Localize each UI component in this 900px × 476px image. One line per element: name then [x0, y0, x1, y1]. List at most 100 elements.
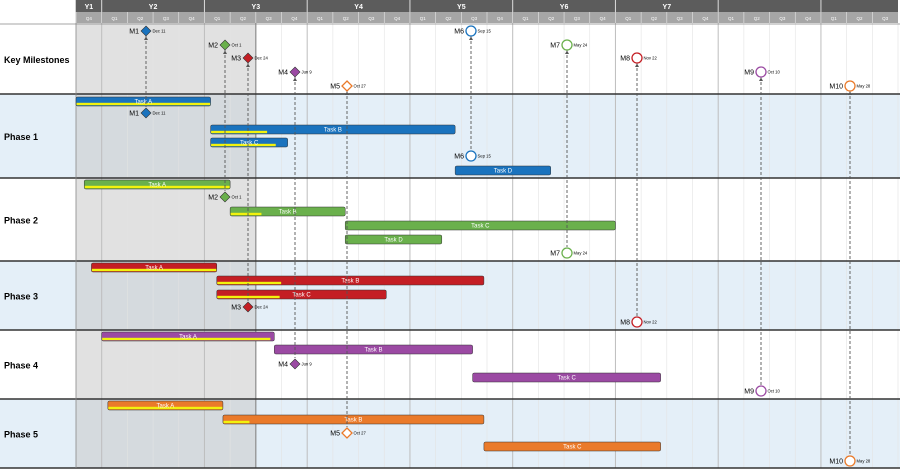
milestone-diamond-icon[interactable]	[289, 358, 301, 370]
milestone-id: M3	[231, 305, 241, 312]
milestone-m10[interactable]: M10 May 28	[829, 80, 871, 92]
task-label: Task C	[292, 292, 311, 298]
milestone-m2[interactable]: M2 Oct 1	[208, 39, 242, 51]
milestone-circle-icon[interactable]	[844, 80, 856, 92]
task-bar[interactable]: Task C	[210, 137, 288, 148]
task-bar[interactable]: Task A	[107, 400, 224, 411]
milestone-m4[interactable]: M4 Jun 9	[278, 358, 312, 370]
task-progress	[108, 406, 223, 410]
milestone-m10[interactable]: M10 May 28	[829, 455, 871, 467]
milestone-m7[interactable]: M7 May 24	[550, 247, 588, 259]
milestone-diamond-icon[interactable]	[219, 191, 231, 203]
task-bar-fill[interactable]	[472, 372, 661, 383]
year-label: Y5	[457, 4, 466, 11]
milestone-m1[interactable]: M1 Dec 11	[129, 107, 166, 119]
milestone-diamond-icon[interactable]	[219, 39, 231, 51]
task-bar[interactable]: Task C	[344, 220, 616, 231]
task-bar-fill[interactable]	[216, 275, 485, 286]
task-bar[interactable]: Task D	[454, 165, 551, 176]
milestone-circle-icon[interactable]	[465, 150, 477, 162]
task-bar[interactable]: Task B	[274, 344, 473, 355]
milestone-diamond-icon[interactable]	[140, 25, 152, 37]
task-bar[interactable]: Task B	[210, 124, 456, 135]
task-label: Task D	[494, 168, 513, 174]
task-bar[interactable]: Task C	[483, 441, 661, 452]
task-bar[interactable]: Task A	[83, 179, 231, 190]
milestone-m9[interactable]: M9 Oct 10	[744, 66, 781, 78]
milestone-diamond-icon[interactable]	[341, 427, 353, 439]
task-bar[interactable]: Task A	[91, 262, 218, 273]
task-bar[interactable]: Task B	[216, 275, 485, 286]
milestone-date: May 24	[574, 251, 588, 256]
task-bar-fill[interactable]	[483, 441, 661, 452]
task-label: Task C	[557, 375, 576, 381]
quarter-label: Q4	[291, 16, 298, 21]
milestone-m3[interactable]: M3 Dec 24	[231, 52, 268, 64]
milestone-diamond-icon[interactable]	[341, 80, 353, 92]
milestone-diamond-icon[interactable]	[242, 52, 254, 64]
milestone-diamond-icon[interactable]	[242, 301, 254, 313]
quarter-label: Q3	[471, 16, 478, 21]
milestone-m7[interactable]: M7 May 24	[550, 39, 588, 51]
milestone-id: M5	[330, 84, 340, 91]
milestone-m8[interactable]: M8 Nov 22	[620, 316, 657, 328]
task-bar-fill[interactable]	[344, 234, 443, 245]
milestone-m6[interactable]: M6 Sep 15	[454, 25, 491, 37]
task-bar[interactable]: Task D	[344, 234, 443, 245]
milestone-m2[interactable]: M2 Oct 1	[208, 191, 243, 203]
milestone-id: M10	[829, 459, 843, 466]
task-bar-fill[interactable]	[454, 165, 551, 176]
task-bar[interactable]: Task C	[472, 372, 661, 383]
task-bar-fill[interactable]	[344, 220, 616, 231]
milestone-diamond-icon[interactable]	[140, 107, 152, 119]
task-bar[interactable]: Task B	[222, 414, 485, 425]
task-bar[interactable]: Task C	[216, 289, 387, 300]
quarter-label: Q3	[882, 16, 889, 21]
milestone-circle-icon[interactable]	[755, 66, 767, 78]
milestone-circle-icon[interactable]	[631, 316, 643, 328]
milestone-m9[interactable]: M9 Oct 10	[744, 385, 781, 397]
milestone-id: M7	[550, 43, 560, 50]
task-bar[interactable]: Task A	[75, 96, 211, 107]
quarter-label: Q4	[805, 16, 812, 21]
quarter-label: Q2	[240, 16, 247, 21]
task-label: Task B	[344, 417, 362, 423]
milestone-m5[interactable]: M5 Oct 27	[330, 80, 367, 92]
milestone-date: Jun 9	[302, 70, 313, 75]
milestone-date: Oct 10	[768, 389, 781, 394]
quarter-label: Q1	[112, 16, 119, 21]
task-label: Task A	[145, 265, 163, 271]
milestone-circle-icon[interactable]	[844, 455, 856, 467]
quarter-label: Q4	[86, 16, 93, 21]
quarter-label: Q3	[368, 16, 375, 21]
milestone-circle-icon[interactable]	[755, 385, 767, 397]
row-label: Key Milestones	[4, 55, 70, 65]
milestone-m3[interactable]: M3 Dec 24	[231, 301, 269, 313]
milestone-circle-icon[interactable]	[561, 39, 573, 51]
milestone-m8[interactable]: M8 Nov 22	[620, 52, 657, 64]
milestone-date: Oct 27	[354, 84, 367, 89]
milestone-m5[interactable]: M5 Oct 27	[330, 427, 367, 439]
task-bar-fill[interactable]	[274, 344, 473, 355]
milestone-id: M4	[278, 70, 288, 77]
quarter-label: Q1	[420, 16, 427, 21]
task-label: Task D	[384, 237, 403, 243]
milestone-diamond-icon[interactable]	[289, 66, 301, 78]
milestone-date: Oct 1	[232, 195, 243, 200]
milestone-date: May 24	[574, 43, 588, 48]
quarter-label: Q2	[754, 16, 761, 21]
milestone-m6[interactable]: M6 Sep 15	[454, 150, 491, 162]
milestone-m1[interactable]: M1 Dec 11	[129, 25, 166, 37]
year-label: Y3	[252, 4, 261, 11]
milestone-m4[interactable]: M4 Jun 9	[278, 66, 313, 78]
task-bar-fill[interactable]	[222, 414, 485, 425]
quarter-label: Q4	[497, 16, 504, 21]
milestone-circle-icon[interactable]	[561, 247, 573, 259]
milestone-circle-icon[interactable]	[631, 52, 643, 64]
task-bar[interactable]: Task B	[229, 206, 346, 217]
task-bar-fill[interactable]	[210, 124, 456, 135]
milestone-circle-icon[interactable]	[465, 25, 477, 37]
milestone-date: Dec 24	[255, 305, 269, 310]
task-bar[interactable]: Task A	[101, 331, 275, 342]
